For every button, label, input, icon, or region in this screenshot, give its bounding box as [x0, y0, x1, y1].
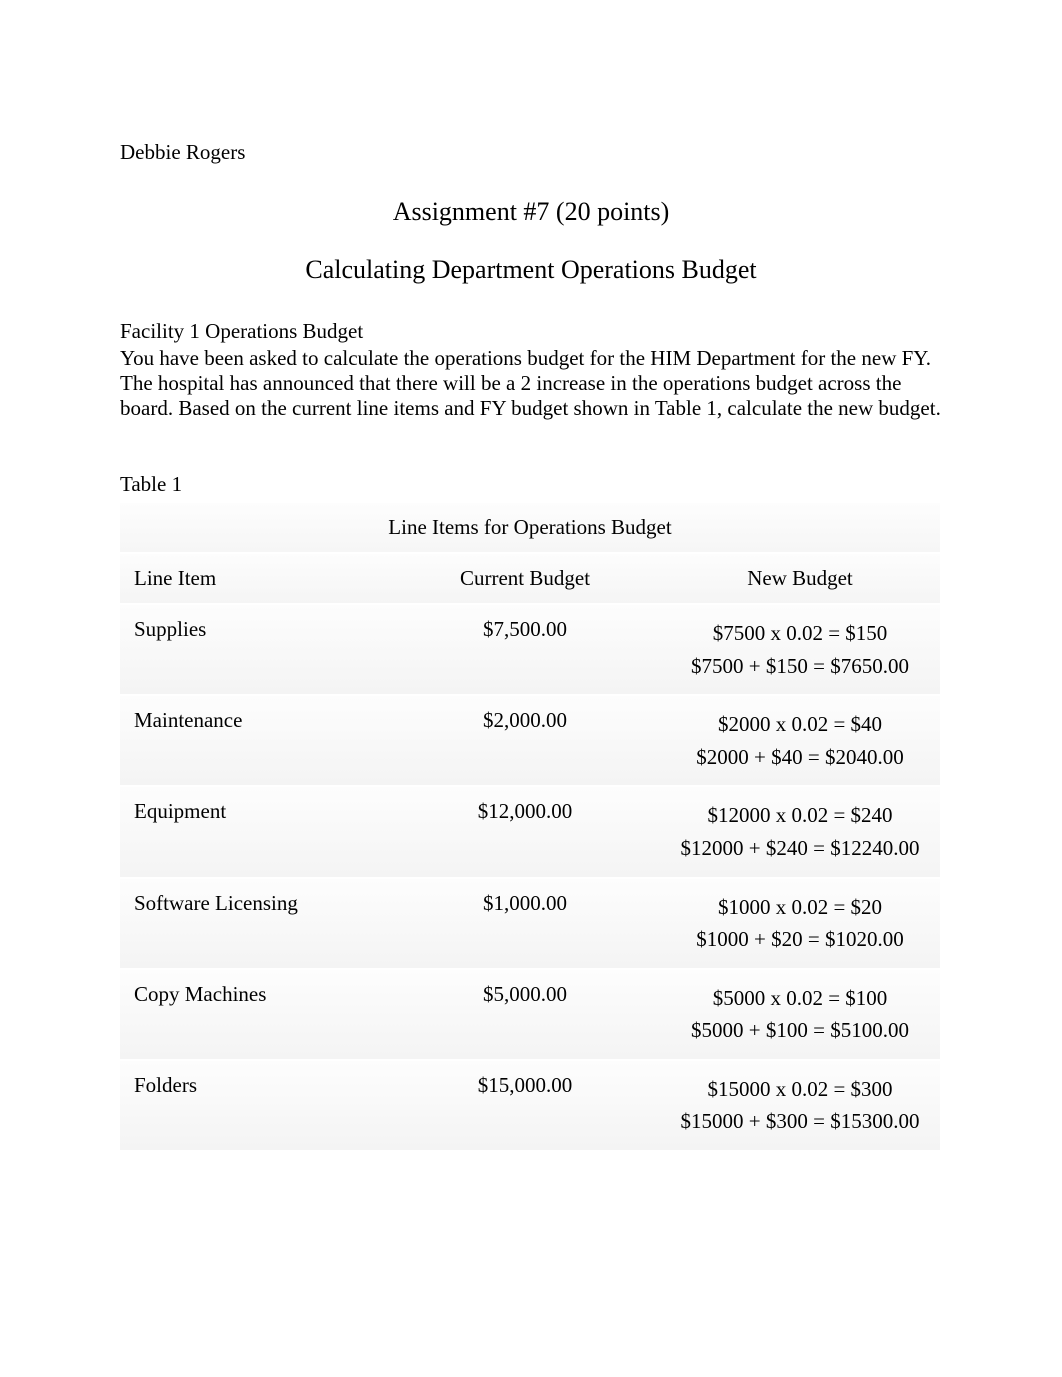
- cell-current-budget: $2,000.00: [390, 694, 660, 785]
- document-page: Debbie Rogers Assignment #7 (20 points) …: [0, 0, 1062, 1150]
- cell-new-budget: $2000 x 0.02 = $40 $2000 + $40 = $2040.0…: [660, 694, 940, 785]
- table-caption-row: Line Items for Operations Budget: [120, 503, 940, 552]
- calc-step-1: $12000 x 0.02 = $240: [674, 799, 926, 832]
- column-header-current-budget: Current Budget: [390, 552, 660, 603]
- calc-step-1: $2000 x 0.02 = $40: [674, 708, 926, 741]
- document-title: Calculating Department Operations Budget: [120, 255, 942, 285]
- cell-new-budget: $7500 x 0.02 = $150 $7500 + $150 = $7650…: [660, 603, 940, 694]
- operations-budget-table: Line Items for Operations Budget Line It…: [120, 503, 940, 1150]
- cell-current-budget: $12,000.00: [390, 785, 660, 876]
- calc-step-1: $1000 x 0.02 = $20: [674, 891, 926, 924]
- cell-line-item: Equipment: [120, 785, 390, 876]
- intro-paragraph: You have been asked to calculate the ope…: [120, 346, 942, 420]
- cell-current-budget: $1,000.00: [390, 877, 660, 968]
- calc-step-2: $1000 + $20 = $1020.00: [674, 923, 926, 956]
- table-row: Maintenance $2,000.00 $2000 x 0.02 = $40…: [120, 694, 940, 785]
- table-row: Supplies $7,500.00 $7500 x 0.02 = $150 $…: [120, 603, 940, 694]
- author-name: Debbie Rogers: [120, 140, 942, 165]
- calc-step-2: $7500 + $150 = $7650.00: [674, 650, 926, 683]
- table-label: Table 1: [120, 472, 942, 497]
- calc-step-1: $7500 x 0.02 = $150: [674, 617, 926, 650]
- table-row: Equipment $12,000.00 $12000 x 0.02 = $24…: [120, 785, 940, 876]
- cell-line-item: Supplies: [120, 603, 390, 694]
- cell-line-item: Maintenance: [120, 694, 390, 785]
- cell-line-item: Folders: [120, 1059, 390, 1150]
- cell-new-budget: $12000 x 0.02 = $240 $12000 + $240 = $12…: [660, 785, 940, 876]
- cell-line-item: Software Licensing: [120, 877, 390, 968]
- calc-step-2: $5000 + $100 = $5100.00: [674, 1014, 926, 1047]
- section-subheading: Facility 1 Operations Budget: [120, 319, 942, 344]
- table-row: Software Licensing $1,000.00 $1000 x 0.0…: [120, 877, 940, 968]
- cell-new-budget: $5000 x 0.02 = $100 $5000 + $100 = $5100…: [660, 968, 940, 1059]
- table-row: Copy Machines $5,000.00 $5000 x 0.02 = $…: [120, 968, 940, 1059]
- column-header-new-budget: New Budget: [660, 552, 940, 603]
- table-row: Folders $15,000.00 $15000 x 0.02 = $300 …: [120, 1059, 940, 1150]
- cell-current-budget: $7,500.00: [390, 603, 660, 694]
- cell-current-budget: $5,000.00: [390, 968, 660, 1059]
- cell-new-budget: $15000 x 0.02 = $300 $15000 + $300 = $15…: [660, 1059, 940, 1150]
- cell-line-item: Copy Machines: [120, 968, 390, 1059]
- table-caption: Line Items for Operations Budget: [120, 503, 940, 552]
- calc-step-2: $12000 + $240 = $12240.00: [674, 832, 926, 865]
- cell-new-budget: $1000 x 0.02 = $20 $1000 + $20 = $1020.0…: [660, 877, 940, 968]
- calc-step-1: $15000 x 0.02 = $300: [674, 1073, 926, 1106]
- table-header-row: Line Item Current Budget New Budget: [120, 552, 940, 603]
- cell-current-budget: $15,000.00: [390, 1059, 660, 1150]
- calc-step-1: $5000 x 0.02 = $100: [674, 982, 926, 1015]
- column-header-line-item: Line Item: [120, 552, 390, 603]
- calc-step-2: $15000 + $300 = $15300.00: [674, 1105, 926, 1138]
- calc-step-2: $2000 + $40 = $2040.00: [674, 741, 926, 774]
- assignment-title: Assignment #7 (20 points): [120, 197, 942, 227]
